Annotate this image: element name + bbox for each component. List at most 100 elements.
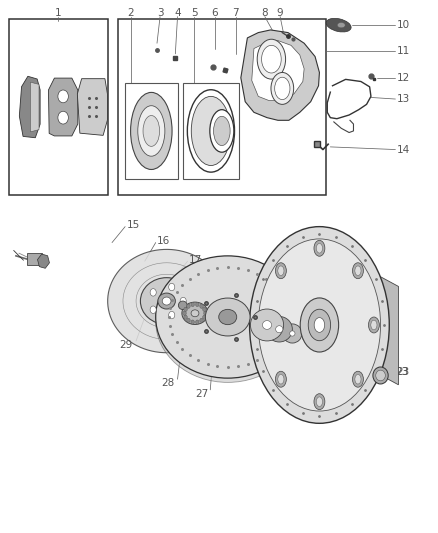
Ellipse shape — [138, 106, 165, 156]
Circle shape — [196, 320, 199, 324]
Text: 6: 6 — [211, 8, 218, 18]
Text: 25: 25 — [315, 383, 328, 393]
Text: 2: 2 — [127, 8, 134, 18]
Polygon shape — [379, 276, 399, 385]
Circle shape — [184, 315, 187, 319]
Circle shape — [169, 284, 175, 290]
Ellipse shape — [191, 310, 199, 317]
Ellipse shape — [314, 318, 325, 333]
Text: 1: 1 — [55, 8, 62, 18]
Ellipse shape — [371, 320, 377, 330]
Ellipse shape — [276, 263, 286, 279]
Text: 24: 24 — [343, 389, 357, 399]
Circle shape — [204, 311, 207, 316]
Text: 12: 12 — [397, 73, 410, 83]
Polygon shape — [19, 76, 40, 138]
Text: 28: 28 — [161, 378, 174, 389]
Text: 22: 22 — [336, 326, 349, 336]
Ellipse shape — [143, 116, 159, 147]
Ellipse shape — [275, 77, 290, 100]
Text: 3: 3 — [157, 8, 163, 18]
Ellipse shape — [214, 116, 230, 146]
Circle shape — [200, 318, 203, 322]
Text: 14: 14 — [397, 144, 410, 155]
Text: 27: 27 — [195, 389, 208, 399]
Ellipse shape — [355, 375, 361, 384]
Ellipse shape — [219, 309, 237, 325]
Ellipse shape — [155, 256, 300, 378]
Circle shape — [150, 306, 156, 313]
Circle shape — [58, 90, 68, 103]
Circle shape — [191, 320, 194, 324]
Text: 23: 23 — [396, 367, 410, 377]
Ellipse shape — [205, 298, 250, 336]
Text: 17: 17 — [189, 255, 202, 264]
Circle shape — [58, 111, 68, 124]
Circle shape — [187, 318, 190, 322]
Ellipse shape — [141, 278, 193, 325]
Ellipse shape — [376, 370, 385, 381]
Ellipse shape — [353, 372, 364, 387]
Ellipse shape — [259, 317, 270, 333]
Ellipse shape — [191, 96, 230, 165]
Bar — [125, 83, 177, 179]
Ellipse shape — [155, 260, 300, 382]
Text: 21: 21 — [316, 314, 329, 324]
Ellipse shape — [262, 320, 272, 329]
Bar — [118, 19, 326, 195]
Text: 9: 9 — [277, 8, 283, 18]
Ellipse shape — [262, 320, 268, 330]
Ellipse shape — [276, 326, 283, 333]
Ellipse shape — [308, 309, 331, 341]
Circle shape — [184, 307, 187, 311]
Text: 15: 15 — [127, 220, 141, 230]
Ellipse shape — [162, 297, 171, 305]
Text: 16: 16 — [157, 236, 170, 246]
Ellipse shape — [278, 266, 284, 276]
Circle shape — [191, 302, 194, 306]
Circle shape — [183, 311, 186, 316]
Circle shape — [187, 304, 190, 309]
Ellipse shape — [278, 375, 284, 384]
Ellipse shape — [373, 367, 388, 384]
Text: 19: 19 — [285, 289, 298, 299]
Ellipse shape — [316, 397, 322, 407]
Ellipse shape — [290, 331, 295, 336]
Circle shape — [203, 307, 206, 311]
Text: 26: 26 — [293, 374, 306, 384]
Ellipse shape — [131, 92, 172, 169]
Ellipse shape — [283, 324, 302, 343]
FancyBboxPatch shape — [27, 253, 42, 265]
Text: 11: 11 — [397, 46, 410, 56]
Text: 5: 5 — [191, 8, 198, 18]
Polygon shape — [78, 79, 107, 135]
Ellipse shape — [314, 394, 325, 410]
Ellipse shape — [182, 302, 208, 325]
Text: 7: 7 — [232, 8, 239, 18]
Circle shape — [200, 304, 203, 309]
Ellipse shape — [266, 317, 292, 342]
Text: 8: 8 — [261, 8, 268, 18]
Text: 4: 4 — [174, 8, 181, 18]
Circle shape — [196, 302, 199, 306]
Text: 29: 29 — [119, 340, 133, 350]
Polygon shape — [108, 249, 219, 353]
Ellipse shape — [257, 39, 286, 79]
Ellipse shape — [261, 45, 281, 73]
Ellipse shape — [316, 340, 321, 344]
Ellipse shape — [276, 372, 286, 387]
Ellipse shape — [251, 309, 284, 341]
Ellipse shape — [271, 72, 293, 104]
Polygon shape — [31, 82, 39, 132]
Ellipse shape — [311, 334, 326, 350]
Ellipse shape — [337, 22, 345, 28]
Ellipse shape — [210, 110, 234, 152]
Ellipse shape — [326, 18, 351, 32]
Polygon shape — [49, 78, 78, 136]
Circle shape — [180, 297, 186, 305]
Text: 20: 20 — [301, 305, 314, 315]
Ellipse shape — [368, 317, 379, 333]
Ellipse shape — [316, 244, 322, 253]
Text: 23: 23 — [395, 367, 408, 377]
Ellipse shape — [178, 301, 187, 310]
